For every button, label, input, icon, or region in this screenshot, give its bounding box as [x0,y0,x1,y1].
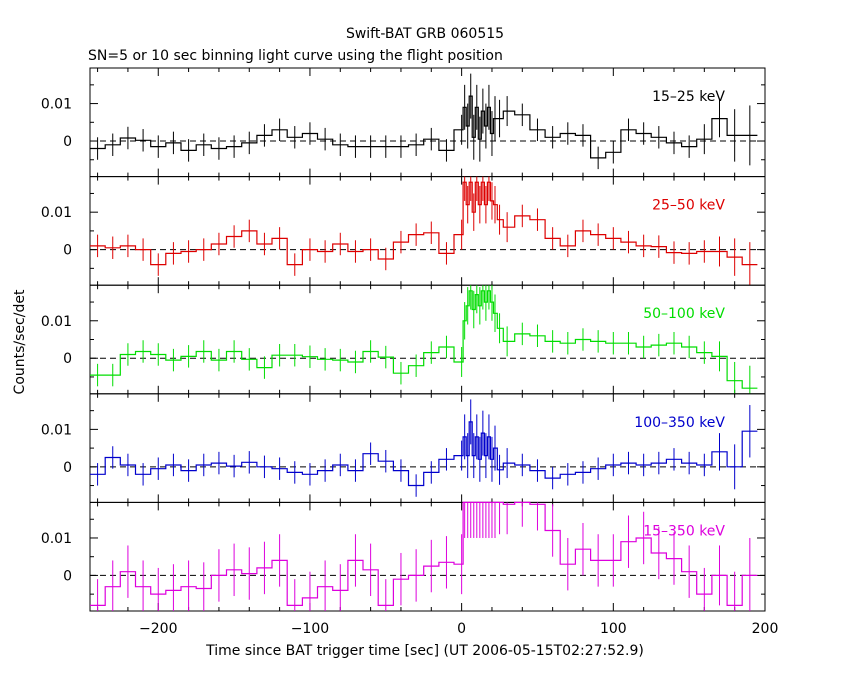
y-tick-label: 0 [63,243,72,259]
y-tick-label: 0.01 [41,205,72,221]
y-tick-label: 0 [63,460,72,476]
panel-1: 0 0.01 15–25 keV [41,67,766,178]
x-tick-label: −100 [291,621,329,637]
series-line [90,421,758,487]
panel-frame [89,176,766,286]
series-line [90,501,758,606]
panel-frame [89,284,766,395]
y-tick-label: 0 [63,568,72,584]
y-tick-label: 0.01 [41,422,72,438]
panel-5: 0 0.01 15–350 keV [41,501,766,612]
band-label: 50–100 keV [643,306,725,322]
y-tick-label: 0.01 [41,97,72,113]
y-axis-label: Counts/sec/det [12,289,28,394]
panel-4: 0 0.01 100–350 keV [41,393,766,503]
band-label: 25–50 keV [652,198,725,214]
x-tick-label: 200 [752,621,779,637]
chart-subtitle: SN=5 or 10 sec binning light curve using… [88,48,503,64]
x-tick-label: 100 [600,621,627,637]
y-tick-label: 0.01 [41,314,72,330]
panel-3: 0 0.01 50–100 keV [41,284,766,395]
panels-group: 0 0.01 15–25 keV 0 0.01 25–50 keV 0 0.01 50–100 … [41,67,779,637]
series-line [90,181,758,266]
panel-frame [89,67,766,178]
series-line [90,95,758,159]
panel-frame [89,393,766,503]
y-tick-label: 0.01 [41,531,72,547]
x-tick-label: −200 [139,621,177,637]
x-tick-label: 0 [457,621,466,637]
y-tick-label: 0 [63,134,72,150]
y-tick-label: 0 [63,351,72,367]
band-label: 15–350 keV [643,523,725,539]
chart-title: Swift-BAT GRB 060515 [346,26,504,42]
panel-frame [89,501,766,612]
series-line [90,290,758,389]
panel-2: 0 0.01 25–50 keV [41,176,766,286]
band-label: 15–25 keV [652,89,725,105]
band-label: 100–350 keV [634,415,725,431]
x-axis-label: Time since BAT trigger time [sec] (UT 20… [205,643,644,659]
